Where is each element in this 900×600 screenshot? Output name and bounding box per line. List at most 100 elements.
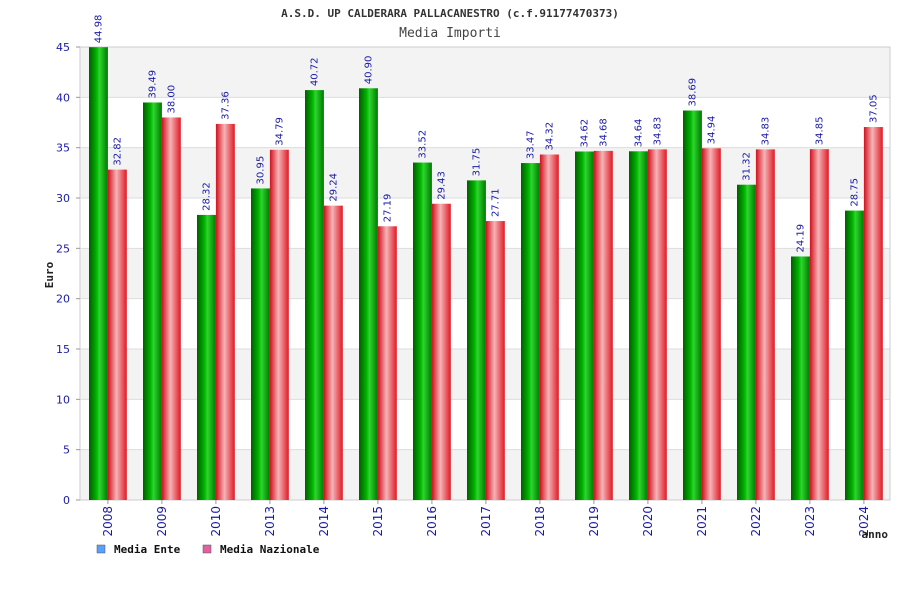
bar-media-ente-2024 — [845, 210, 864, 501]
value-label-media-ente-2022: 31.32 — [741, 152, 752, 181]
bar-media-ente-2016 — [413, 162, 432, 500]
value-label-media-ente-2014: 40.72 — [309, 57, 320, 86]
bar-media-nazionale-2010 — [215, 123, 235, 500]
bar-media-ente-2008 — [89, 47, 108, 501]
chart-subtitle: Media Importi — [399, 26, 501, 41]
x-tick-label-2015: 2015 — [371, 506, 385, 537]
value-label-media-nazionale-2019: 34.68 — [598, 118, 609, 147]
legend-swatch-media-ente — [96, 544, 106, 554]
bar-media-ente-2022 — [737, 184, 756, 500]
value-label-media-nazionale-2009: 38.00 — [166, 85, 177, 114]
x-tick-label-2014: 2014 — [317, 506, 331, 537]
value-label-media-ente-2015: 40.90 — [363, 56, 374, 85]
x-tick-label-2010: 2010 — [209, 506, 223, 537]
bar-media-nazionale-2014 — [323, 205, 343, 500]
value-label-media-nazionale-2015: 27.19 — [382, 194, 393, 223]
bar-media-nazionale-2016 — [431, 203, 451, 500]
y-axis-ticks: 0 5 10 15 20 25 30 35 40 45 — [56, 41, 80, 507]
bar-media-nazionale-2021 — [701, 148, 721, 500]
bar-media-ente-2014 — [305, 90, 324, 501]
y-tick-label: 15 — [56, 343, 70, 356]
value-label-media-ente-2023: 24.19 — [795, 224, 806, 253]
x-tick-label-2018: 2018 — [533, 506, 547, 537]
value-label-media-ente-2017: 31.75 — [471, 148, 482, 177]
value-label-media-nazionale-2020: 34.83 — [652, 117, 663, 146]
legend-swatch-media-nazionale — [202, 544, 212, 554]
bar-media-ente-2023 — [791, 256, 810, 500]
value-label-media-ente-2013: 30.95 — [255, 156, 266, 185]
y-tick-label: 40 — [56, 91, 70, 104]
value-label-media-nazionale-2021: 34.94 — [706, 116, 717, 145]
x-tick-label-2009: 2009 — [155, 506, 169, 537]
bar-media-ente-2017 — [467, 180, 486, 500]
bar-media-nazionale-2019 — [593, 150, 613, 500]
y-tick-label: 0 — [63, 494, 70, 507]
bar-media-nazionale-2017 — [485, 221, 505, 500]
bar-media-ente-2010 — [197, 214, 216, 501]
x-axis-label: anno — [862, 528, 889, 541]
value-label-media-nazionale-2010: 37.36 — [220, 91, 231, 120]
y-tick-label: 35 — [56, 142, 70, 155]
y-tick-label: 45 — [56, 41, 70, 54]
legend-label-media-ente: Media Ente — [114, 543, 181, 556]
bar-media-ente-2015 — [359, 88, 378, 501]
y-tick-label: 25 — [56, 242, 70, 255]
value-label-media-ente-2019: 34.62 — [579, 119, 590, 148]
value-label-media-ente-2016: 33.52 — [417, 130, 428, 159]
bar-media-ente-2013 — [251, 188, 270, 501]
bar-media-nazionale-2018 — [539, 154, 559, 500]
value-labels: 44.98 32.82 39.49 38.00 28.32 37.36 30.95 34.79… — [93, 15, 879, 253]
bar-media-nazionale-2020 — [647, 149, 667, 501]
grid-band — [80, 47, 890, 98]
value-label-media-nazionale-2022: 34.83 — [760, 117, 771, 146]
value-label-media-nazionale-2017: 27.71 — [490, 188, 501, 217]
x-tick-label-2017: 2017 — [479, 506, 493, 537]
x-tick-label-2023: 2023 — [803, 506, 817, 537]
value-label-media-nazionale-2013: 34.79 — [274, 117, 285, 146]
bars — [89, 47, 883, 501]
value-label-media-nazionale-2008: 32.82 — [112, 137, 123, 166]
y-tick-label: 5 — [63, 444, 70, 457]
y-tick-label: 30 — [56, 192, 70, 205]
x-tick-label-2024: 2024 — [857, 506, 871, 537]
bar-media-nazionale-2013 — [269, 149, 289, 500]
value-label-media-ente-2024: 28.75 — [849, 178, 860, 207]
x-tick-label-2020: 2020 — [641, 506, 655, 537]
chart-title: A.S.D. UP CALDERARA PALLACANESTRO (c.f.9… — [281, 7, 619, 20]
value-label-media-ente-2018: 33.47 — [525, 130, 536, 159]
value-label-media-ente-2020: 34.64 — [633, 119, 644, 148]
value-label-media-nazionale-2023: 34.85 — [814, 117, 825, 146]
x-tick-label-2008: 2008 — [101, 506, 115, 537]
value-label-media-ente-2008: 44.98 — [93, 15, 104, 44]
bar-media-ente-2019 — [575, 151, 594, 500]
x-tick-label-2019: 2019 — [587, 506, 601, 537]
x-tick-label-2022: 2022 — [749, 506, 763, 537]
y-axis-label: Euro — [43, 261, 56, 288]
legend: Media Ente Media Nazionale — [96, 543, 320, 556]
bar-media-ente-2009 — [143, 102, 162, 500]
bar-media-nazionale-2009 — [161, 117, 181, 500]
bar-media-nazionale-2023 — [809, 149, 829, 500]
x-tick-label-2016: 2016 — [425, 506, 439, 537]
legend-label-media-nazionale: Media Nazionale — [220, 543, 320, 556]
y-tick-label: 10 — [56, 393, 70, 406]
y-tick-label: 20 — [56, 293, 70, 306]
bar-media-nazionale-2008 — [107, 169, 127, 500]
value-label-media-nazionale-2024: 37.05 — [868, 94, 879, 123]
value-label-media-ente-2009: 39.49 — [147, 70, 158, 99]
x-tick-label-2013: 2013 — [263, 506, 277, 537]
bar-media-nazionale-2022 — [755, 149, 775, 501]
bar-media-ente-2020 — [629, 151, 648, 501]
bar-media-nazionale-2015 — [377, 226, 397, 500]
bar-media-ente-2021 — [683, 110, 702, 501]
bar-media-nazionale-2024 — [863, 127, 883, 500]
value-label-media-nazionale-2016: 29.43 — [436, 171, 447, 200]
value-label-media-ente-2010: 28.32 — [201, 182, 212, 211]
x-axis-ticks: 2008 2009 2010 2013 2014 2015 2016 2017 2018 2019… — [101, 500, 871, 537]
x-tick-label-2021: 2021 — [695, 506, 709, 537]
value-label-media-nazionale-2018: 34.32 — [544, 122, 555, 151]
value-label-media-ente-2021: 38.69 — [687, 78, 698, 107]
bar-media-ente-2018 — [521, 163, 540, 500]
value-label-media-nazionale-2014: 29.24 — [328, 173, 339, 202]
